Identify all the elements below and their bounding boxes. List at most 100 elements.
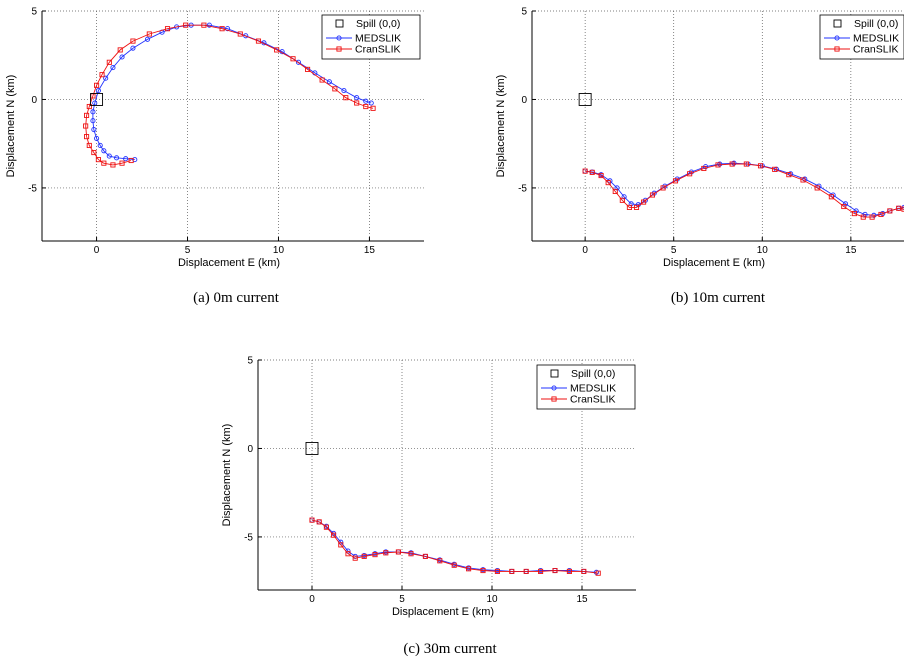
data-point-cranslik bbox=[786, 172, 792, 178]
legend-label-cranslik: CranSLIK bbox=[853, 44, 899, 56]
x-axis-label: Displacement E (km) bbox=[392, 606, 494, 618]
series-line-medslik bbox=[311, 519, 597, 573]
y-tick-label: 0 bbox=[247, 444, 253, 455]
data-point-cranslik bbox=[772, 166, 778, 172]
legend-label-spill: Spill (0,0) bbox=[356, 18, 400, 30]
y-axis-label: Displacement N (km) bbox=[221, 424, 233, 527]
data-point-cranslik bbox=[523, 568, 529, 574]
data-point-cranslik bbox=[814, 185, 820, 191]
data-point-cranslik bbox=[612, 188, 618, 195]
data-point-medslik bbox=[295, 59, 302, 65]
data-point-cranslik bbox=[408, 551, 414, 557]
data-point-cranslik bbox=[633, 204, 640, 210]
data-point-cranslik bbox=[183, 22, 189, 28]
data-point-medslik bbox=[341, 88, 347, 94]
y-tick-label: -5 bbox=[244, 532, 253, 543]
data-point-cranslik bbox=[480, 567, 486, 574]
data-point-cranslik bbox=[237, 31, 243, 37]
data-point-cranslik bbox=[451, 562, 457, 568]
data-point-medslik bbox=[114, 155, 120, 161]
data-point-medslik bbox=[103, 75, 109, 81]
data-point-cranslik bbox=[757, 163, 764, 169]
data-point-cranslik bbox=[101, 160, 107, 166]
panel-caption: (b) 10m current bbox=[671, 290, 766, 306]
data-point-cranslik bbox=[255, 38, 262, 44]
data-point-cranslik bbox=[422, 553, 428, 559]
data-point-cranslik bbox=[582, 168, 588, 174]
legend-label-spill: Spill (0,0) bbox=[571, 368, 615, 380]
data-point-cranslik bbox=[701, 165, 707, 172]
data-point-medslik bbox=[97, 142, 103, 149]
data-point-medslik bbox=[110, 65, 116, 71]
data-point-cranslik bbox=[305, 66, 311, 72]
data-point-medslik bbox=[144, 36, 151, 42]
x-tick-label: 10 bbox=[273, 245, 285, 256]
legend-spill-symbol bbox=[833, 19, 842, 28]
data-point-cranslik bbox=[800, 177, 806, 183]
data-point-cranslik bbox=[494, 568, 500, 574]
x-tick-label: 5 bbox=[399, 594, 405, 605]
data-point-cranslik bbox=[130, 38, 136, 44]
data-point-cranslik bbox=[672, 178, 679, 184]
legend-label-cranslik: CranSLIK bbox=[570, 394, 616, 406]
series-line-medslik bbox=[92, 24, 372, 161]
data-point-cranslik bbox=[95, 157, 101, 163]
data-point-cranslik bbox=[274, 47, 280, 53]
x-axis-label: Displacement E (km) bbox=[663, 257, 765, 269]
series-line-cranslik bbox=[585, 163, 904, 218]
legend-spill-symbol bbox=[550, 369, 559, 378]
data-point-medslik bbox=[224, 26, 231, 32]
data-point-cranslik bbox=[901, 206, 904, 212]
data-point-cranslik bbox=[128, 157, 134, 164]
data-point-medslik bbox=[368, 100, 374, 106]
x-tick-label: 15 bbox=[845, 245, 857, 256]
legend-box bbox=[321, 14, 421, 60]
data-point-cranslik bbox=[332, 86, 338, 92]
data-point-cranslik bbox=[626, 204, 632, 210]
data-point-cranslik bbox=[361, 553, 367, 559]
data-point-cranslik bbox=[581, 568, 587, 574]
data-point-medslik bbox=[130, 45, 136, 51]
x-tick-label: 0 bbox=[309, 594, 315, 605]
panel-caption: (c) 30m current bbox=[403, 641, 497, 657]
y-axis-label: Displacement N (km) bbox=[5, 75, 17, 178]
data-point-cranslik bbox=[466, 566, 472, 572]
legend-marker-cranslik bbox=[336, 46, 342, 52]
data-point-cranslik bbox=[83, 123, 89, 129]
data-point-cranslik bbox=[878, 211, 884, 218]
data-point-cranslik bbox=[201, 22, 207, 28]
data-point-medslik bbox=[206, 22, 212, 28]
x-tick-label: 0 bbox=[582, 245, 588, 256]
y-tick-label: -5 bbox=[518, 183, 527, 194]
data-point-cranslik bbox=[538, 568, 544, 574]
data-point-medslik bbox=[119, 54, 125, 60]
data-point-cranslik bbox=[343, 95, 349, 101]
data-point-medslik bbox=[90, 109, 96, 115]
spill-marker bbox=[90, 93, 104, 106]
data-point-cranslik bbox=[649, 192, 656, 198]
data-point-cranslik bbox=[383, 550, 389, 556]
y-tick-label: -5 bbox=[28, 183, 37, 194]
data-point-cranslik bbox=[86, 142, 92, 149]
data-point-cranslik bbox=[164, 26, 171, 32]
data-point-cranslik bbox=[319, 77, 325, 83]
x-tick-label: 10 bbox=[486, 594, 498, 605]
x-tick-label: 10 bbox=[757, 245, 769, 256]
legend-marker-cranslik bbox=[551, 396, 557, 402]
x-tick-label: 5 bbox=[185, 245, 191, 256]
data-point-medslik bbox=[326, 79, 332, 85]
data-point-cranslik bbox=[290, 56, 296, 62]
plot-area bbox=[309, 517, 601, 576]
y-tick-label: 5 bbox=[247, 356, 253, 367]
legend-marker-cranslik bbox=[834, 46, 840, 52]
data-point-medslik bbox=[123, 156, 129, 162]
panel-caption: (a) 0m current bbox=[193, 290, 280, 306]
x-tick-label: 0 bbox=[94, 245, 100, 256]
data-point-medslik bbox=[94, 135, 100, 141]
data-point-cranslik bbox=[851, 211, 857, 217]
data-point-cranslik bbox=[94, 82, 100, 88]
data-point-medslik bbox=[95, 88, 101, 94]
legend-label-spill: Spill (0,0) bbox=[854, 18, 898, 30]
